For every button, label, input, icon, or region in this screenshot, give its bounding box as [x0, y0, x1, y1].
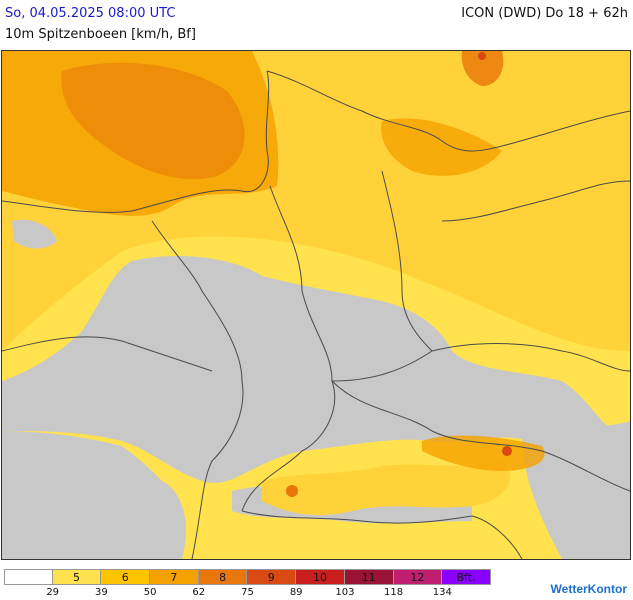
model-run-label: ICON (DWD) Do 18 + 62h — [461, 6, 628, 21]
gust-map-canvas — [2, 51, 630, 559]
gust-map — [1, 50, 631, 560]
legend-segment: 8 — [198, 569, 248, 585]
wind-spot-bf9 — [502, 446, 512, 456]
wind-zone-calm-se — [522, 421, 630, 559]
legend-tick-label: 50 — [143, 587, 157, 598]
wind-zone-calm-central — [2, 256, 630, 484]
wind-zone-bf7-baltic — [381, 118, 502, 176]
legend-segment: 12 — [393, 569, 443, 585]
legend-tick-label: 62 — [192, 587, 206, 598]
wind-zone-bf8-baltic — [461, 51, 504, 86]
legend-segment: 5 — [52, 569, 102, 585]
wind-zone-alps — [262, 461, 511, 516]
legend-segment: 10 — [296, 569, 345, 585]
forecast-datetime: So, 04.05.2025 08:00 UTC — [5, 6, 176, 21]
legend-segment: 11 — [344, 569, 394, 585]
wind-zone-calm-west — [2, 431, 186, 559]
wind-zone-calm-nw — [12, 219, 57, 249]
color-legend: 5 6 7 8 9 10 11 12 Bft. — [4, 569, 491, 585]
legend-tick-label: 75 — [241, 587, 254, 598]
legend-segment — [4, 569, 53, 585]
wind-spot-bf9-baltic — [478, 52, 486, 60]
legend-tick-label: 29 — [46, 587, 60, 598]
legend-tick-label: 89 — [289, 587, 303, 598]
map-subtitle: 10m Spitzenboeen [km/h, Bf] — [5, 27, 196, 42]
legend-tick-label: 118 — [384, 587, 404, 598]
legend-tick-label: 39 — [95, 587, 108, 598]
legend-tick-label: 134 — [432, 587, 452, 598]
wind-spot-bf8 — [286, 485, 298, 497]
wind-zone-bf7-alps — [422, 435, 545, 471]
wind-zone-bf8-north-sea — [61, 62, 245, 180]
legend-segment: 7 — [150, 569, 199, 585]
legend-segment: Bft. — [442, 569, 491, 585]
legend-segment: 6 — [101, 569, 151, 585]
political-borders — [2, 70, 630, 559]
legend-ticks: 29 39 50 62 75 89 103 118 134 — [4, 587, 504, 600]
legend-segment: 9 — [247, 569, 297, 585]
legend-tick-label: 103 — [335, 587, 355, 598]
wetterkontor-logo[interactable]: WetterKontor — [550, 582, 627, 596]
